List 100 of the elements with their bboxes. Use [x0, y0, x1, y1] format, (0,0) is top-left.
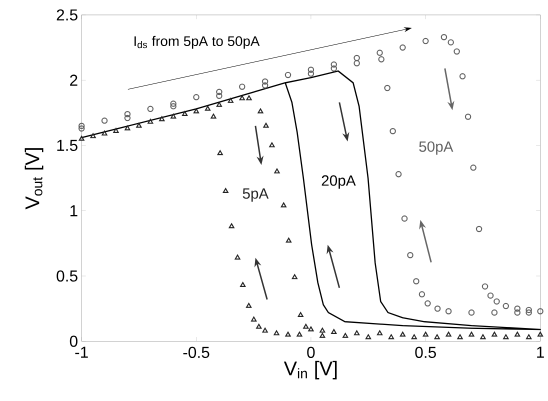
- point: [454, 48, 460, 55]
- point: [246, 95, 252, 100]
- point: [124, 114, 131, 122]
- point: [258, 108, 264, 114]
- point: [159, 116, 165, 122]
- point: [147, 106, 154, 112]
- point: [222, 188, 228, 193]
- point: [514, 309, 520, 316]
- point: [239, 84, 246, 90]
- point: [286, 238, 292, 243]
- point: [285, 332, 291, 337]
- point: [400, 332, 406, 337]
- point: [342, 332, 348, 338]
- point: [448, 39, 454, 46]
- point: [296, 332, 302, 337]
- point: [407, 252, 414, 258]
- point: [384, 84, 390, 92]
- x-tick-label: 1: [537, 346, 544, 358]
- point: [354, 54, 360, 62]
- point: [330, 65, 338, 72]
- point: [526, 334, 532, 340]
- point: [102, 130, 108, 136]
- point: [446, 332, 452, 337]
- point: [365, 334, 372, 340]
- point: [401, 215, 408, 222]
- point: [494, 298, 500, 305]
- point: [170, 114, 176, 119]
- point: [376, 330, 383, 336]
- point: [210, 114, 216, 119]
- point: [228, 98, 234, 103]
- point: [320, 332, 326, 338]
- point: [262, 78, 268, 85]
- point: [148, 118, 154, 124]
- point: [418, 291, 426, 298]
- point: [246, 302, 252, 308]
- point: [464, 114, 472, 120]
- point: [537, 308, 544, 314]
- point: [216, 102, 222, 107]
- point: [269, 142, 275, 148]
- point: [503, 334, 509, 340]
- point: [113, 128, 119, 133]
- point: [303, 324, 309, 329]
- y-tick-label: 2: [70, 74, 78, 86]
- x-tick-label: -0.5: [183, 346, 210, 358]
- point: [193, 108, 200, 114]
- point: [284, 72, 292, 78]
- point: [514, 306, 520, 312]
- point: [240, 282, 246, 287]
- point: [459, 73, 466, 80]
- y-tick-label: 0.5: [56, 270, 78, 282]
- y-tick-label: 1: [70, 205, 78, 216]
- point: [491, 309, 498, 316]
- point: [193, 94, 200, 100]
- point: [320, 328, 326, 333]
- point: [274, 168, 280, 174]
- point: [434, 306, 441, 312]
- point: [251, 316, 257, 322]
- point: [354, 60, 360, 66]
- x-tick-label: -1: [75, 346, 88, 358]
- point: [170, 103, 176, 110]
- point: [538, 332, 544, 337]
- point: [308, 70, 314, 77]
- point: [376, 50, 383, 56]
- y-tick-label: 2.5: [56, 9, 78, 21]
- y-axis-title: V$_{out}$ [V]: [24, 148, 44, 210]
- point: [216, 92, 222, 99]
- point: [470, 164, 476, 171]
- x-tick-label: 0.5: [415, 346, 436, 358]
- point: [476, 226, 482, 232]
- point: [468, 309, 475, 316]
- point: [308, 66, 314, 73]
- point: [292, 274, 298, 280]
- point: [124, 111, 131, 118]
- point: [502, 302, 510, 310]
- point: [468, 332, 474, 337]
- point: [400, 44, 406, 51]
- point: [487, 292, 494, 299]
- point: [331, 329, 337, 334]
- point: [204, 106, 211, 111]
- point: [482, 283, 488, 290]
- series-label: 50pA: [419, 141, 454, 155]
- point: [216, 88, 222, 96]
- point: [395, 171, 402, 178]
- point: [78, 136, 84, 141]
- point: [298, 312, 304, 318]
- point: [514, 332, 520, 337]
- series-label: 20pA: [322, 175, 356, 189]
- point: [274, 330, 280, 336]
- point: [440, 34, 448, 40]
- point: [217, 150, 223, 156]
- line-series: [80, 70, 541, 330]
- point: [445, 308, 452, 314]
- annotation: I$_{ds}$ from 5pA to 50pA: [134, 36, 260, 49]
- point: [239, 95, 245, 100]
- point: [262, 82, 268, 89]
- point: [78, 125, 85, 132]
- point: [526, 309, 532, 316]
- x-tick-label: 0: [307, 346, 315, 358]
- point: [170, 100, 176, 107]
- point: [390, 128, 396, 134]
